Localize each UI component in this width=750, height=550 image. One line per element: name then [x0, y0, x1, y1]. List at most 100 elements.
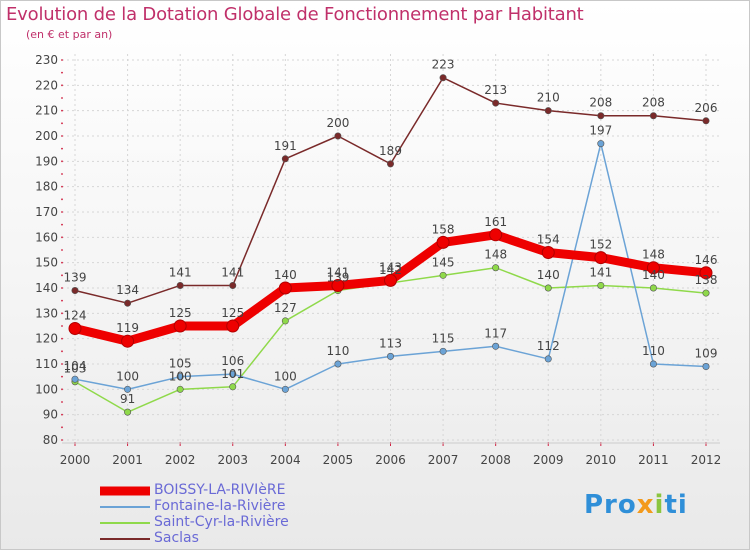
- data-point: [331, 278, 345, 292]
- x-tick-label: 2003: [217, 453, 248, 467]
- data-point: [176, 281, 184, 289]
- x-tick-label: 2012: [691, 453, 722, 467]
- data-label: 125: [169, 306, 192, 320]
- data-label: 110: [642, 344, 665, 358]
- x-tick-label: 2006: [375, 453, 406, 467]
- data-label: 140: [537, 268, 560, 282]
- y-tick-label: 210: [35, 104, 58, 118]
- data-point: [492, 342, 500, 350]
- data-label: 141: [221, 265, 244, 279]
- data-label: 103: [64, 362, 87, 376]
- data-point: [492, 264, 500, 272]
- data-label: 206: [695, 101, 718, 115]
- y-minor-tick: [61, 122, 63, 125]
- data-point: [702, 363, 710, 371]
- legend-item-saintcyr: Saint-Cyr-la-Rivière: [100, 514, 360, 530]
- data-point: [699, 266, 713, 280]
- y-minor-tick: [61, 337, 63, 340]
- data-label: 208: [642, 96, 665, 110]
- data-point: [281, 385, 289, 393]
- data-label: 125: [221, 306, 244, 320]
- y-tick-label: 170: [35, 205, 58, 219]
- y-minor-tick: [61, 173, 63, 175]
- y-tick-label: 180: [35, 180, 58, 194]
- data-label: 148: [484, 248, 507, 262]
- y-minor-tick: [61, 249, 63, 251]
- data-point: [334, 360, 342, 368]
- y-tick-label: 110: [35, 357, 58, 371]
- y-minor-tick: [61, 223, 63, 226]
- y-minor-tick: [61, 413, 63, 416]
- y-minor-tick: [61, 312, 63, 315]
- data-label: 158: [432, 222, 455, 236]
- data-point: [646, 261, 660, 275]
- x-tick-label: 2005: [323, 453, 354, 467]
- y-minor-tick: [61, 84, 63, 87]
- data-point: [597, 112, 605, 120]
- data-point: [121, 334, 135, 348]
- data-label: 148: [642, 248, 665, 262]
- data-point: [597, 281, 605, 289]
- x-tick-label: 2009: [533, 453, 564, 467]
- data-point: [71, 375, 79, 383]
- data-point: [489, 228, 503, 242]
- legend-swatch-saintcyr: [100, 522, 150, 524]
- data-point: [439, 271, 447, 279]
- legend-swatch-boissy: [100, 486, 150, 496]
- y-minor-tick: [61, 287, 63, 289]
- data-point: [649, 284, 657, 292]
- plot-area: [62, 54, 722, 446]
- y-minor-tick: [61, 71, 63, 74]
- data-label: 210: [537, 91, 560, 105]
- y-tick-label: 100: [35, 382, 58, 396]
- data-point: [544, 355, 552, 363]
- data-label: 119: [116, 321, 139, 335]
- data-point: [439, 74, 447, 82]
- y-minor-tick: [61, 261, 63, 264]
- data-label: 104: [64, 359, 87, 373]
- y-minor-tick: [61, 198, 63, 201]
- data-label: 101: [221, 367, 244, 381]
- data-point: [176, 373, 184, 381]
- data-point: [278, 281, 292, 295]
- y-minor-tick: [61, 363, 63, 365]
- data-point: [386, 352, 394, 360]
- data-label: 140: [642, 268, 665, 282]
- chart-title: Evolution de la Dotation Globale de Fonc…: [6, 4, 584, 25]
- legend-label-saclas: Saclas: [154, 530, 199, 546]
- data-label: 91: [120, 392, 135, 406]
- y-tick-label: 160: [35, 230, 58, 244]
- x-tick-label: 2000: [60, 453, 91, 467]
- legend-label-fontaine: Fontaine-la-Rivière: [154, 498, 286, 514]
- y-minor-tick: [61, 109, 63, 112]
- data-label: 113: [379, 336, 402, 350]
- legend-label-boissy: BOISSY-LA-RIVIèRE: [154, 482, 286, 498]
- data-label: 141: [589, 265, 612, 279]
- x-tick-label: 2007: [428, 453, 459, 467]
- legend-item-fontaine: Fontaine-la-Rivière: [100, 498, 360, 514]
- data-point: [702, 117, 710, 125]
- y-minor-tick: [61, 325, 63, 327]
- data-label: 200: [326, 116, 349, 130]
- data-point: [439, 347, 447, 355]
- data-label: 146: [695, 253, 718, 267]
- y-tick-label: 130: [35, 306, 58, 320]
- data-point: [226, 319, 240, 333]
- y-minor-tick: [61, 350, 63, 353]
- chart-subtitle: (en € et par an): [26, 28, 113, 41]
- y-minor-tick: [61, 236, 63, 239]
- data-point: [384, 273, 397, 287]
- y-minor-tick: [61, 97, 63, 99]
- legend-swatch-saclas: [100, 538, 150, 540]
- y-minor-tick: [61, 185, 63, 188]
- y-minor-tick: [61, 59, 63, 61]
- data-label: 139: [64, 271, 87, 285]
- x-tick-label: 2008: [480, 453, 511, 467]
- x-tick-label: 2001: [112, 453, 143, 467]
- y-minor-tick: [61, 147, 63, 150]
- data-point: [124, 385, 132, 393]
- data-point: [649, 112, 657, 120]
- y-minor-tick: [61, 274, 63, 277]
- y-tick-label: 140: [35, 281, 58, 295]
